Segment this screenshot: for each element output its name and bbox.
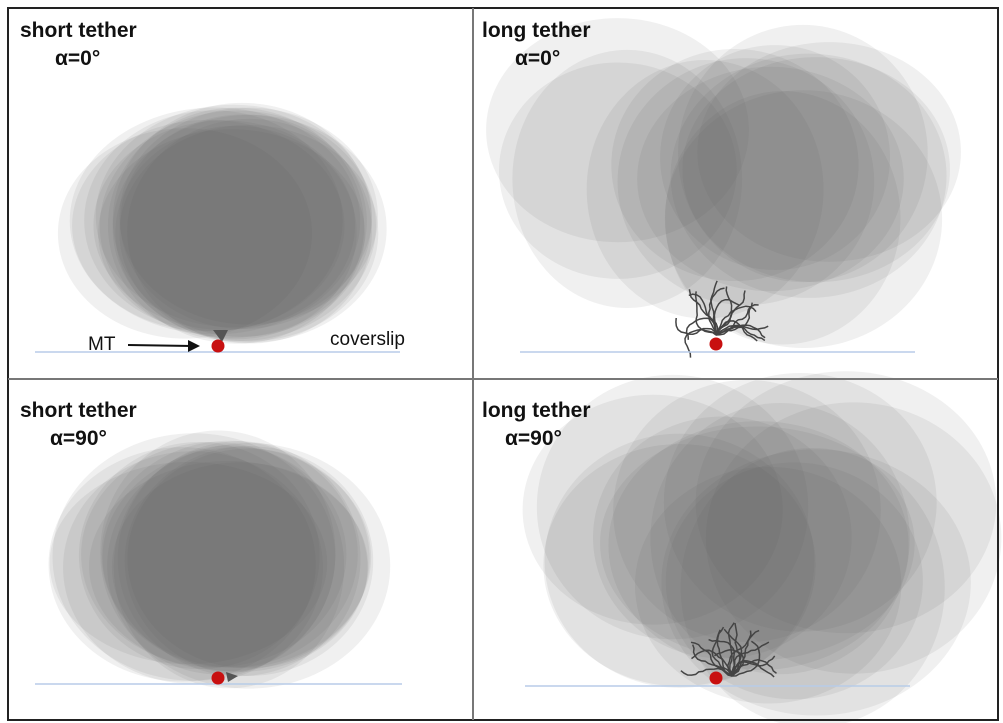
- panel-title: short tether: [20, 399, 137, 422]
- mt-label: MT: [88, 334, 116, 355]
- coverslip-label: coverslip: [330, 329, 405, 350]
- anchor-point: [212, 340, 225, 353]
- panel-title: short tether: [20, 19, 137, 42]
- anchor-point: [212, 672, 225, 685]
- figure: short tether α=0° long tether α=0° short…: [0, 0, 1003, 723]
- panel-angle: α=0°: [55, 47, 100, 70]
- panel-angle: α=90°: [50, 427, 107, 450]
- bead-position: [512, 50, 742, 308]
- bead-position: [72, 120, 344, 332]
- bead-position: [600, 426, 915, 660]
- panel-title: long tether: [482, 399, 591, 422]
- panel-angle: α=0°: [515, 47, 560, 70]
- arrow-head: [188, 340, 200, 352]
- panel-angle: α=90°: [505, 427, 562, 450]
- arrow: [128, 345, 192, 346]
- anchor-point: [710, 672, 723, 685]
- bead-position: [81, 442, 346, 667]
- simulation-drawing: [35, 18, 1001, 723]
- anchor-point: [710, 338, 723, 351]
- panel-title: long tether: [482, 19, 591, 42]
